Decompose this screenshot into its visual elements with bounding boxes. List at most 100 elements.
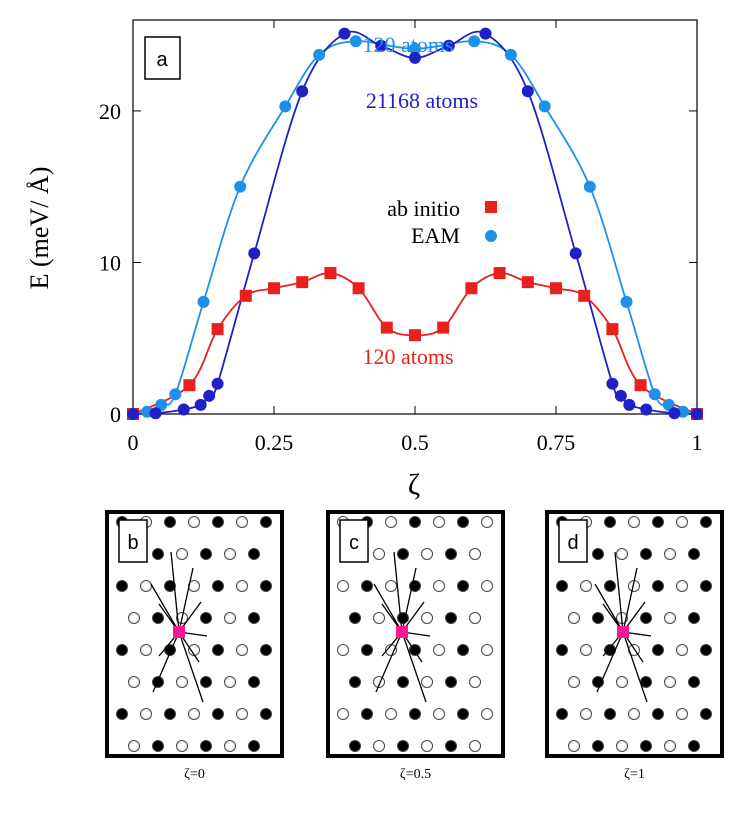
displacement-arrow	[594, 583, 624, 633]
atom-filled	[361, 580, 373, 592]
atom-filled	[397, 612, 409, 624]
atom-filled	[556, 644, 568, 656]
data-point-eam-1	[349, 35, 362, 48]
atom-open	[140, 708, 152, 720]
atom-filled	[652, 516, 664, 528]
atom-open	[224, 612, 236, 624]
atom-open	[481, 644, 493, 656]
x-axis-label: ζ	[408, 468, 420, 501]
y-axis-label: E (meV/ Å)	[25, 167, 54, 290]
data-point-eam-2	[614, 389, 627, 402]
atom-filled	[212, 644, 224, 656]
displacement-arrow	[373, 583, 403, 633]
atom-open	[469, 676, 481, 688]
panel-label-box	[118, 519, 148, 563]
atom-open	[140, 644, 152, 656]
atom-filled	[200, 548, 212, 560]
atom-filled	[688, 740, 700, 752]
atom-filled	[397, 548, 409, 560]
atom-open	[481, 580, 493, 592]
atom-filled	[445, 676, 457, 688]
atom-open	[337, 644, 349, 656]
atom-filled	[409, 708, 421, 720]
data-point-eam-1	[409, 42, 421, 55]
data-point-ab-initio	[578, 289, 591, 302]
atom-filled	[397, 676, 409, 688]
atom-open	[236, 516, 248, 528]
atom-open	[176, 548, 188, 560]
displacement-arrow	[622, 567, 638, 633]
atom-open	[433, 580, 445, 592]
atom-filled	[556, 580, 568, 592]
data-point-eam-2	[640, 403, 653, 416]
atom-filled	[260, 516, 272, 528]
atom-filled	[652, 580, 664, 592]
data-point-eam-2	[375, 39, 388, 52]
atom-open	[433, 516, 445, 528]
atom-filled	[260, 644, 272, 656]
y-tick-label: 20	[99, 99, 121, 124]
atom-filled	[116, 644, 128, 656]
data-point-eam-2	[177, 403, 190, 416]
atom-open	[421, 676, 433, 688]
atom-open	[628, 708, 640, 720]
atom-open	[676, 516, 688, 528]
data-point-eam-1	[504, 48, 517, 61]
data-point-ab-initio	[380, 321, 393, 334]
atom-open	[580, 644, 592, 656]
atom-filled	[592, 740, 604, 752]
data-point-eam-1	[169, 388, 182, 401]
atom-open	[337, 580, 349, 592]
atom-open	[236, 644, 248, 656]
data-point-eam-2	[569, 247, 582, 260]
atom-filled	[349, 676, 361, 688]
data-point-ab-initio	[634, 379, 647, 392]
data-point-eam-2	[623, 398, 636, 411]
atom-filled	[248, 740, 260, 752]
panel-label-box	[339, 519, 369, 563]
atom-open	[664, 740, 676, 752]
data-point-eam-2	[479, 27, 492, 40]
atom-filled	[349, 612, 361, 624]
atom-filled	[409, 516, 421, 528]
data-point-eam-2	[442, 39, 455, 52]
atom-open	[421, 740, 433, 752]
panel-label: a	[156, 49, 168, 71]
atom-filled	[457, 580, 469, 592]
data-point-eam-2	[296, 85, 309, 98]
data-point-eam-1	[583, 180, 596, 193]
atom-filled	[164, 708, 176, 720]
atom-open	[236, 580, 248, 592]
atom-filled	[640, 548, 652, 560]
displacement-arrow	[393, 551, 403, 633]
atom-filled	[164, 516, 176, 528]
displacement-arrow	[178, 631, 204, 703]
data-point-eam-2	[149, 407, 162, 420]
atom-open	[469, 548, 481, 560]
displacement-arrow	[178, 567, 194, 633]
atom-open	[188, 708, 200, 720]
atom-filled	[457, 516, 469, 528]
atom-filled	[445, 548, 457, 560]
atom-filled	[592, 548, 604, 560]
atom-filled	[212, 516, 224, 528]
panel-caption: ζ=0	[184, 767, 205, 782]
panel-label: b	[127, 532, 138, 554]
data-point-eam-2	[127, 408, 139, 420]
atom-filled	[116, 708, 128, 720]
atom-open	[628, 516, 640, 528]
atom-open	[224, 740, 236, 752]
atom-open	[568, 612, 580, 624]
atom-open	[433, 644, 445, 656]
x-ticks: 0 0.25 0.5 0.75 1	[128, 20, 703, 455]
atom-open	[676, 644, 688, 656]
atom-open	[373, 740, 385, 752]
atom-filled	[457, 644, 469, 656]
atom-open	[421, 612, 433, 624]
displacement-arrow	[152, 631, 180, 693]
legend-marker-eam	[485, 230, 497, 242]
atom-open	[481, 708, 493, 720]
atom-open	[664, 612, 676, 624]
atom-filled	[152, 548, 164, 560]
data-point-eam-2	[521, 85, 534, 98]
